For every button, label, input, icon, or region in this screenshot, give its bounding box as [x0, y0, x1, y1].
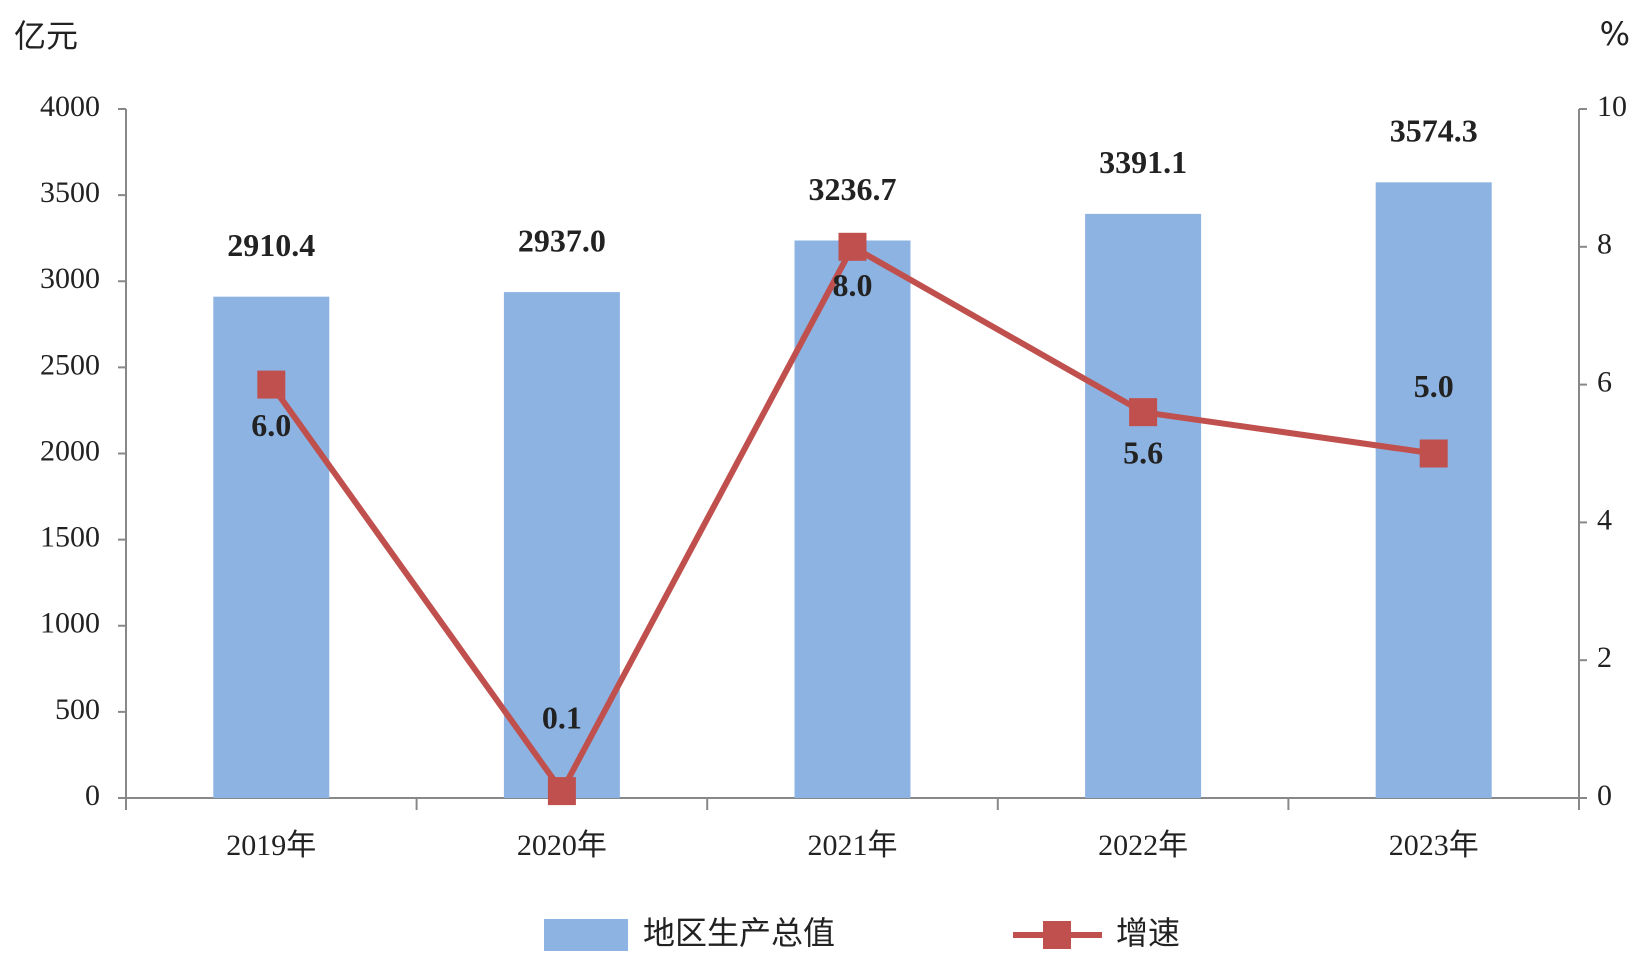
line-marker [838, 232, 867, 261]
bar-value-label: 3236.7 [809, 171, 897, 207]
x-tick-label: 2023年 [1389, 829, 1479, 862]
y-tick-label: 2500 [40, 348, 100, 381]
bar-value-label: 2910.4 [227, 227, 315, 263]
legend-swatch [1043, 921, 1071, 949]
y-tick-label: 0 [85, 779, 100, 812]
line-marker [1419, 439, 1448, 468]
y2-axis-unit: % [1600, 15, 1630, 53]
line-marker [257, 370, 286, 399]
y-tick-label: 1000 [40, 607, 100, 640]
x-tick-label: 2022年 [1098, 829, 1188, 862]
line-marker [547, 777, 576, 806]
x-tick-label: 2019年 [226, 829, 316, 862]
line-marker [1129, 398, 1158, 427]
line-value-label: 8.0 [833, 267, 873, 303]
bar-value-label: 2937.0 [518, 222, 606, 258]
legend-label: 地区生产总值 [643, 914, 835, 952]
y-tick-label: 3000 [40, 262, 100, 295]
legend-swatch [544, 919, 628, 951]
bar [1375, 182, 1492, 798]
bar-value-label: 3391.1 [1099, 144, 1187, 180]
line-value-label: 5.6 [1123, 435, 1163, 471]
x-tick-label: 2021年 [808, 829, 898, 862]
line-value-label: 5.0 [1414, 368, 1454, 404]
y-tick-label: 1500 [40, 521, 100, 554]
y-tick-label: 2000 [40, 434, 100, 467]
y2-tick-label: 8 [1597, 228, 1612, 261]
y2-tick-label: 0 [1597, 779, 1612, 812]
y2-tick-label: 10 [1597, 90, 1627, 123]
bar-value-label: 3574.3 [1390, 113, 1478, 149]
x-tick-label: 2020年 [517, 829, 607, 862]
y2-tick-label: 2 [1597, 641, 1612, 674]
line-value-label: 0.1 [542, 699, 582, 735]
y-tick-label: 3500 [40, 176, 100, 209]
y-tick-label: 4000 [40, 90, 100, 123]
bar [1085, 213, 1202, 798]
legend-label: 增速 [1116, 914, 1180, 952]
y2-tick-label: 4 [1597, 503, 1612, 536]
y-tick-label: 500 [55, 693, 100, 726]
y2-tick-label: 6 [1597, 365, 1612, 398]
y-axis-unit: 亿元 [14, 17, 78, 55]
line-value-label: 6.0 [251, 407, 291, 443]
bar [794, 240, 911, 799]
